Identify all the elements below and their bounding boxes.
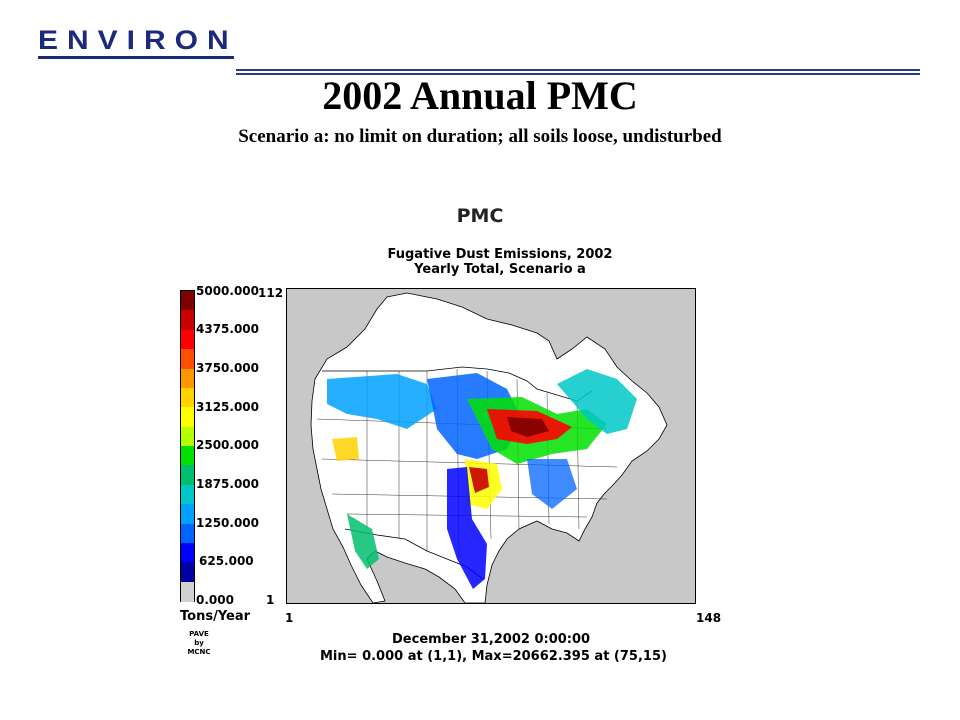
- color-scale-segment: [181, 465, 194, 486]
- emission-patches: [327, 369, 637, 589]
- us-canada-border: [322, 366, 593, 402]
- header-rule-top: [236, 69, 920, 71]
- color-scale-segment: [181, 504, 194, 524]
- legend-tick-625: 625.000: [199, 554, 254, 568]
- color-scale-segment: [181, 523, 194, 544]
- page-subtitle: Scenario a: no limit on duration; all so…: [238, 126, 722, 147]
- grid-x-min-label: 1: [285, 611, 294, 625]
- color-scale-segment: [181, 484, 194, 505]
- pave-label: PAVE: [189, 630, 209, 638]
- color-scale-segment: [181, 562, 194, 583]
- legend-tick-5000: 5000.000: [196, 284, 260, 298]
- legend-units: Tons/Year: [180, 609, 251, 624]
- header-rule-bottom: [236, 73, 920, 75]
- legend-tick-3750: 3750.000: [196, 361, 260, 375]
- color-scale-segment: [181, 387, 194, 408]
- plot-title-line2: Yearly Total, Scenario a: [414, 262, 586, 277]
- emissions-map: [286, 288, 696, 604]
- color-scale-segment: [181, 310, 194, 331]
- page-title: 2002 Annual PMC: [322, 73, 638, 118]
- color-scale-segment: [181, 426, 194, 447]
- pave-mcnc-label: MCNC: [187, 648, 211, 656]
- logo-underline: [38, 56, 234, 59]
- color-scale-segment: [181, 407, 194, 428]
- environ-logo: ENVIRON: [38, 20, 234, 60]
- species-label: PMC: [456, 205, 504, 227]
- plot-date: December 31,2002 0:00:00: [392, 632, 591, 647]
- color-scale-segment: [181, 368, 194, 389]
- legend-tick-4375: 4375.000: [196, 322, 260, 336]
- grid-y-min-label: 1: [266, 593, 275, 607]
- color-scale-segment: [181, 349, 194, 369]
- pave-by-label: by: [194, 639, 204, 647]
- plot-title-line1: Fugative Dust Emissions, 2002: [387, 247, 613, 262]
- color-scale-segment: [181, 291, 194, 311]
- logo-text: ENVIRON: [38, 25, 238, 56]
- grid-y-max-label: 112: [258, 286, 284, 300]
- map-svg: [310, 292, 668, 604]
- legend-tick-3125: 3125.000: [196, 400, 260, 414]
- color-scale-segment: [181, 446, 194, 466]
- color-scale-segment: [181, 581, 194, 602]
- legend-tick-2500: 2500.000: [196, 438, 260, 452]
- legend-tick-1875: 1875.000: [196, 477, 260, 491]
- color-scale-segment: [181, 329, 194, 350]
- legend-tick-0: 0.000: [196, 593, 234, 607]
- color-scale-bar: [180, 290, 195, 602]
- plot-minmax: Min= 0.000 at (1,1), Max=20662.395 at (7…: [320, 649, 667, 664]
- color-scale-segment: [181, 542, 194, 563]
- legend-tick-1250: 1250.000: [196, 516, 260, 530]
- grid-x-max-label: 148: [696, 611, 722, 625]
